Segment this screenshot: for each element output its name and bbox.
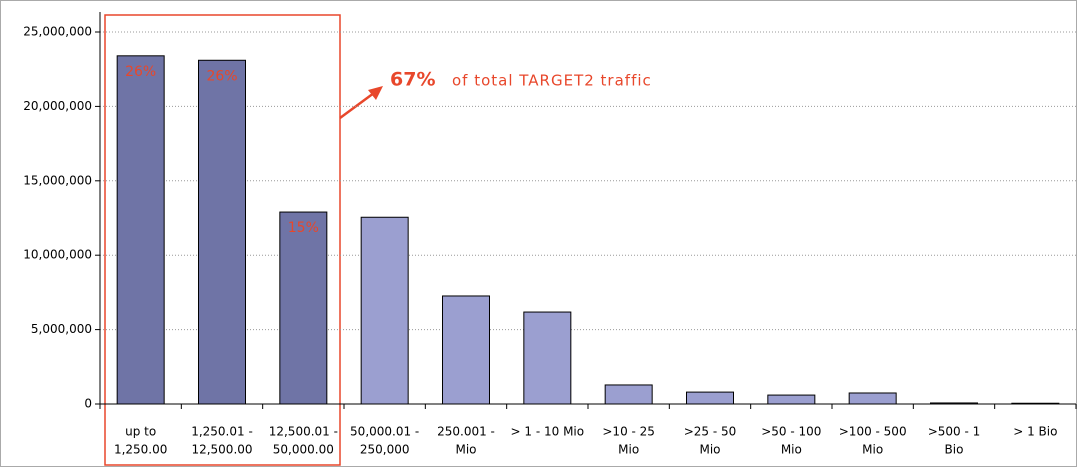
x-tick-label: > 1 - 10 Mio (511, 425, 585, 439)
y-tick-label: 20,000,000 (23, 99, 92, 113)
callout-arrowhead (368, 86, 383, 100)
y-tick-label: 5,000,000 (31, 322, 92, 336)
x-tick-label: >100 - 500 (839, 425, 907, 439)
bar (198, 59, 246, 405)
x-tick-label: >50 - 100 (761, 425, 821, 439)
share-label: 15% (288, 220, 319, 236)
x-tick-label: Mio (699, 443, 720, 457)
share-label: 26% (206, 68, 237, 84)
share-label: 26% (125, 64, 156, 80)
bar (767, 394, 816, 405)
callout-arrow (339, 88, 379, 120)
x-tick-label: 250,000 (360, 443, 410, 457)
x-tick-label: Mio (455, 443, 476, 457)
y-tick-label: 25,000,000 (23, 25, 92, 39)
bar (279, 211, 328, 405)
x-tick-label: 250.001 - (437, 425, 495, 439)
x-tick-label: 12,500.01 - (269, 425, 338, 439)
x-tick-label: up to (125, 425, 156, 439)
x-tick-label: Bio (945, 443, 964, 457)
bar (360, 216, 409, 405)
callout-highlight: 67% (390, 69, 435, 91)
bar (116, 55, 165, 405)
y-tick-label: 10,000,000 (23, 248, 92, 262)
y-tick-label: 15,000,000 (23, 173, 92, 187)
x-tick-label: >10 - 25 (602, 425, 655, 439)
bar (604, 384, 653, 405)
x-tick-label: 50,000.00 (273, 443, 334, 457)
x-tick-label: 1,250.01 - (191, 425, 253, 439)
highlight-box (104, 14, 341, 466)
bar (523, 311, 572, 405)
x-tick-label: 1,250.00 (114, 443, 167, 457)
x-tick-label: 12,500.00 (191, 443, 252, 457)
bar (1011, 402, 1060, 405)
x-tick-label: > 1 Bio (1013, 425, 1057, 439)
bar (686, 391, 734, 405)
x-tick-label: >25 - 50 (684, 425, 737, 439)
callout-text: of total TARGET2 traffic (452, 72, 652, 90)
bar (442, 295, 490, 405)
bar (930, 402, 978, 405)
x-tick-label: Mio (781, 443, 802, 457)
y-tick-label: 0 (84, 397, 92, 411)
bar (848, 392, 897, 405)
x-tick-label: 50,000.01 - (350, 425, 419, 439)
x-tick-label: Mio (618, 443, 639, 457)
x-tick-label: Mio (862, 443, 883, 457)
x-tick-label: >500 - 1 (928, 425, 981, 439)
